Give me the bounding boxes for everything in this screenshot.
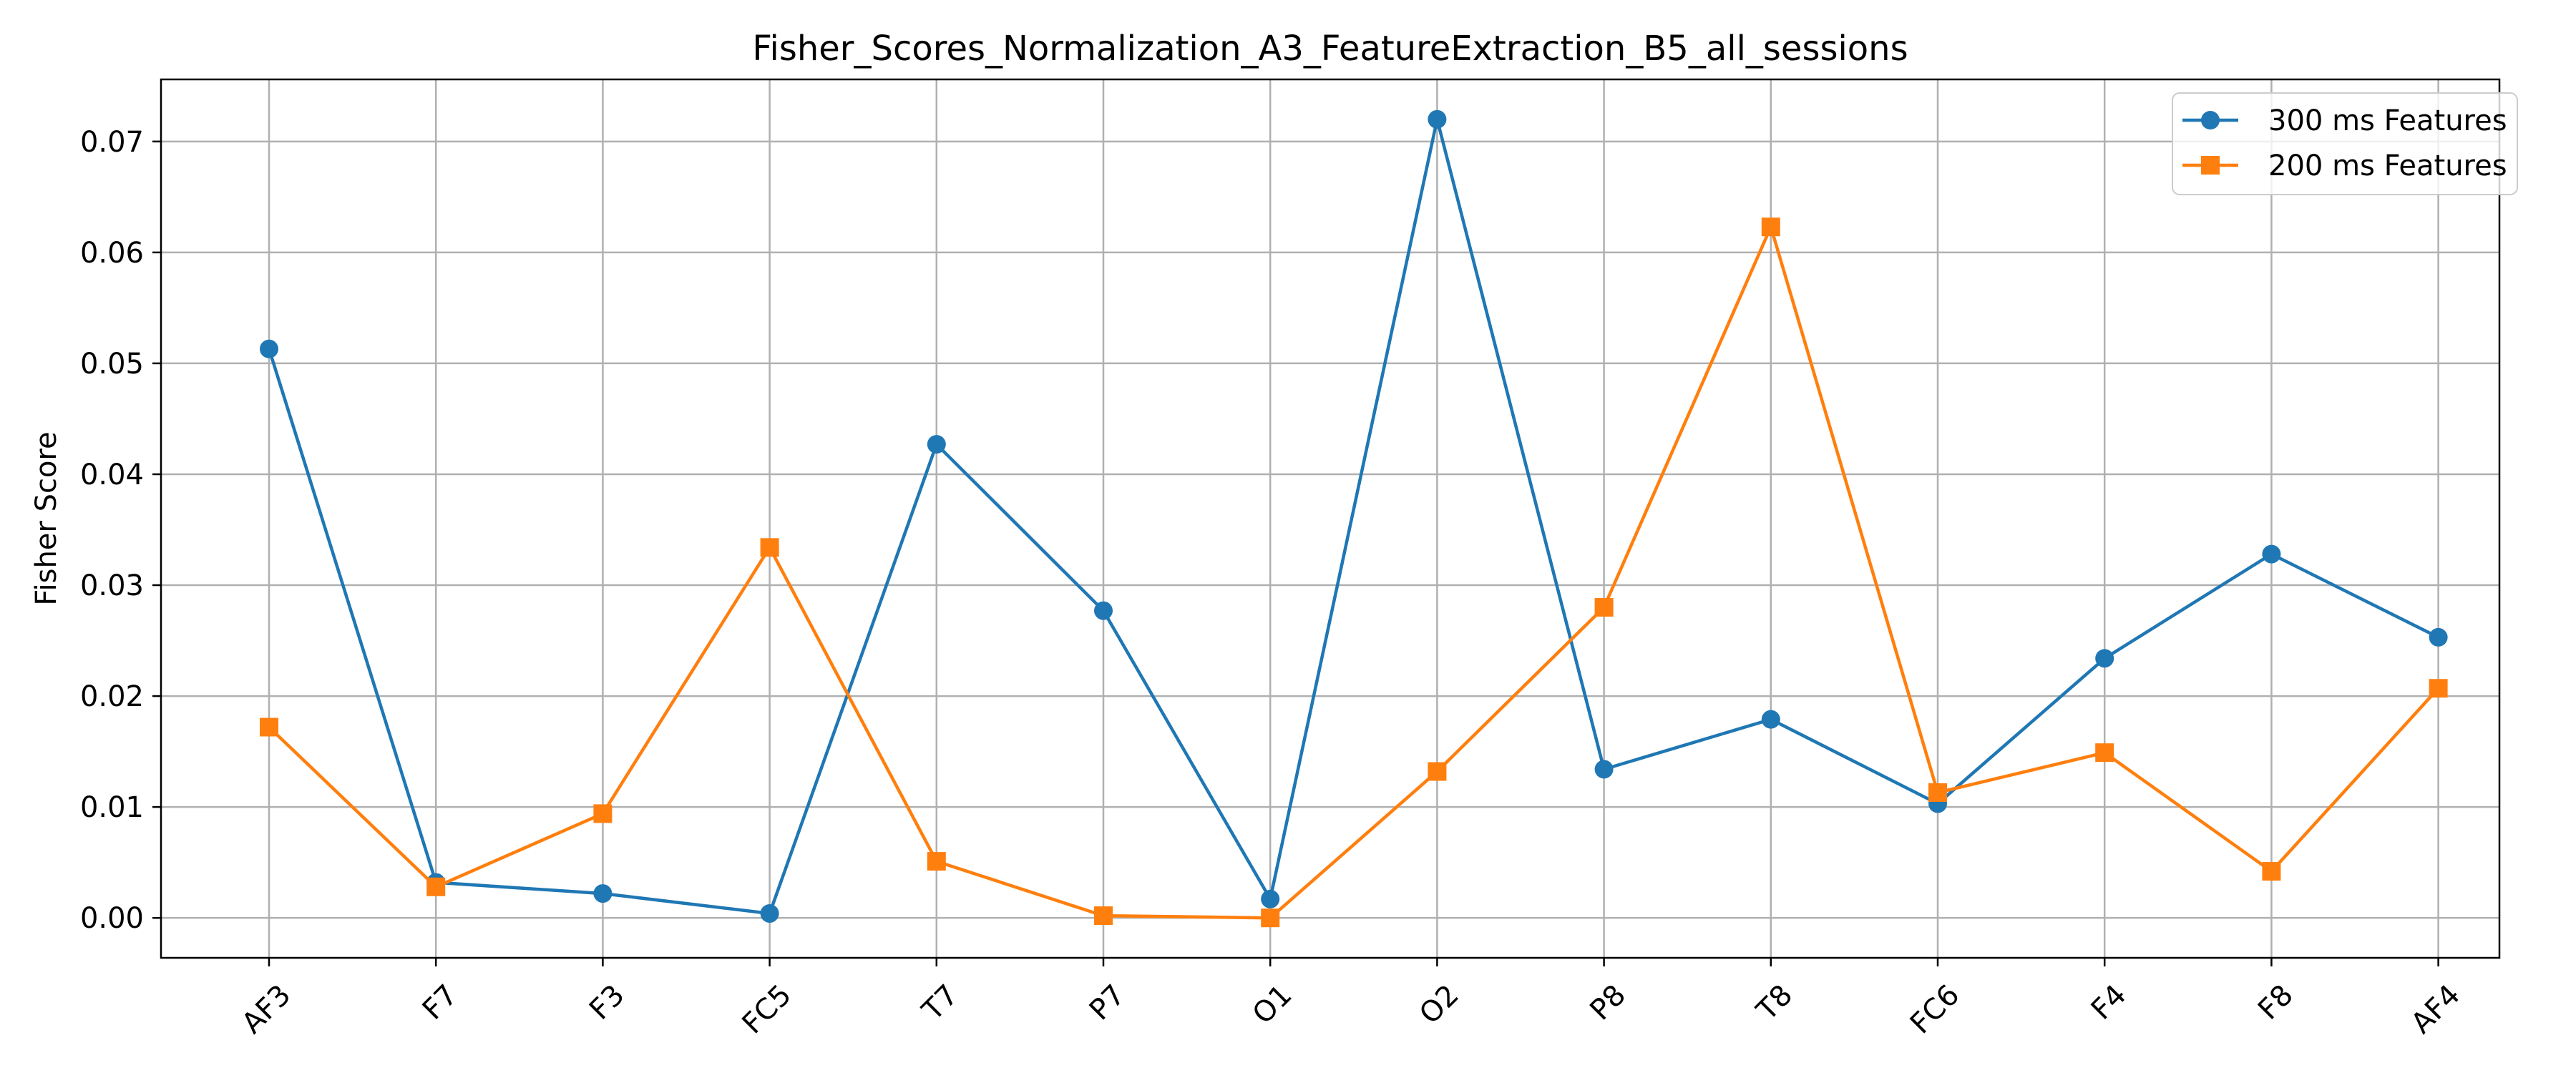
data-point bbox=[2429, 679, 2448, 698]
data-point bbox=[260, 717, 278, 737]
y-tick-label: 0.00 bbox=[80, 902, 144, 935]
y-tick-label: 0.03 bbox=[80, 569, 144, 602]
data-point bbox=[760, 538, 779, 557]
y-tick-label: 0.01 bbox=[80, 791, 144, 824]
data-point bbox=[1928, 783, 1947, 802]
data-point bbox=[1428, 109, 1447, 129]
data-point bbox=[593, 804, 613, 823]
y-tick-label: 0.02 bbox=[80, 680, 144, 713]
legend-entries: 300 ms Features 200 ms Features bbox=[2182, 104, 2507, 182]
legend-label: 200 ms Features bbox=[2268, 150, 2507, 182]
data-point bbox=[1094, 601, 1113, 620]
series-line bbox=[267, 117, 2439, 916]
y-tick-label: 0.06 bbox=[80, 237, 144, 270]
data-point bbox=[2095, 743, 2114, 763]
data-point bbox=[1428, 762, 1447, 781]
data-point bbox=[1594, 760, 1614, 779]
plot-area-frame bbox=[160, 78, 2501, 959]
data-point bbox=[1094, 906, 1113, 926]
data-point bbox=[1761, 710, 1780, 729]
legend-label: 300 ms Features bbox=[2268, 104, 2507, 137]
legend: 300 ms Features 200 ms Features bbox=[2172, 92, 2518, 195]
data-point bbox=[927, 435, 946, 454]
legend-box bbox=[2172, 92, 2518, 195]
data-point bbox=[2262, 544, 2281, 564]
chart-title: Fisher_Scores_Normalization_A3_FeatureEx… bbox=[752, 29, 1908, 69]
y-tick-label: 0.05 bbox=[80, 348, 144, 381]
data-point bbox=[760, 903, 779, 923]
legend-marker bbox=[2201, 156, 2220, 175]
series-layer bbox=[260, 109, 2448, 928]
data-point bbox=[260, 339, 278, 358]
y-tick-label: 0.07 bbox=[80, 126, 144, 159]
legend-marker bbox=[2201, 111, 2220, 129]
data-point bbox=[1761, 217, 1780, 237]
data-point bbox=[2429, 627, 2448, 647]
data-point bbox=[1261, 908, 1280, 928]
series-group bbox=[260, 217, 2448, 928]
series-line bbox=[268, 225, 2440, 920]
y-axis-ticks: 0.00 0.01 0.02 0.03 0.04 0.05 0.06 0.07 bbox=[80, 126, 161, 935]
data-point bbox=[1261, 889, 1280, 908]
data-point bbox=[2262, 862, 2281, 881]
data-point bbox=[1594, 598, 1614, 617]
y-tick-label: 0.04 bbox=[80, 459, 144, 491]
y-axis-label: Fisher Score bbox=[30, 431, 63, 605]
data-point bbox=[927, 852, 946, 871]
data-point bbox=[426, 877, 446, 896]
data-point bbox=[2095, 649, 2114, 668]
data-point bbox=[593, 884, 613, 903]
